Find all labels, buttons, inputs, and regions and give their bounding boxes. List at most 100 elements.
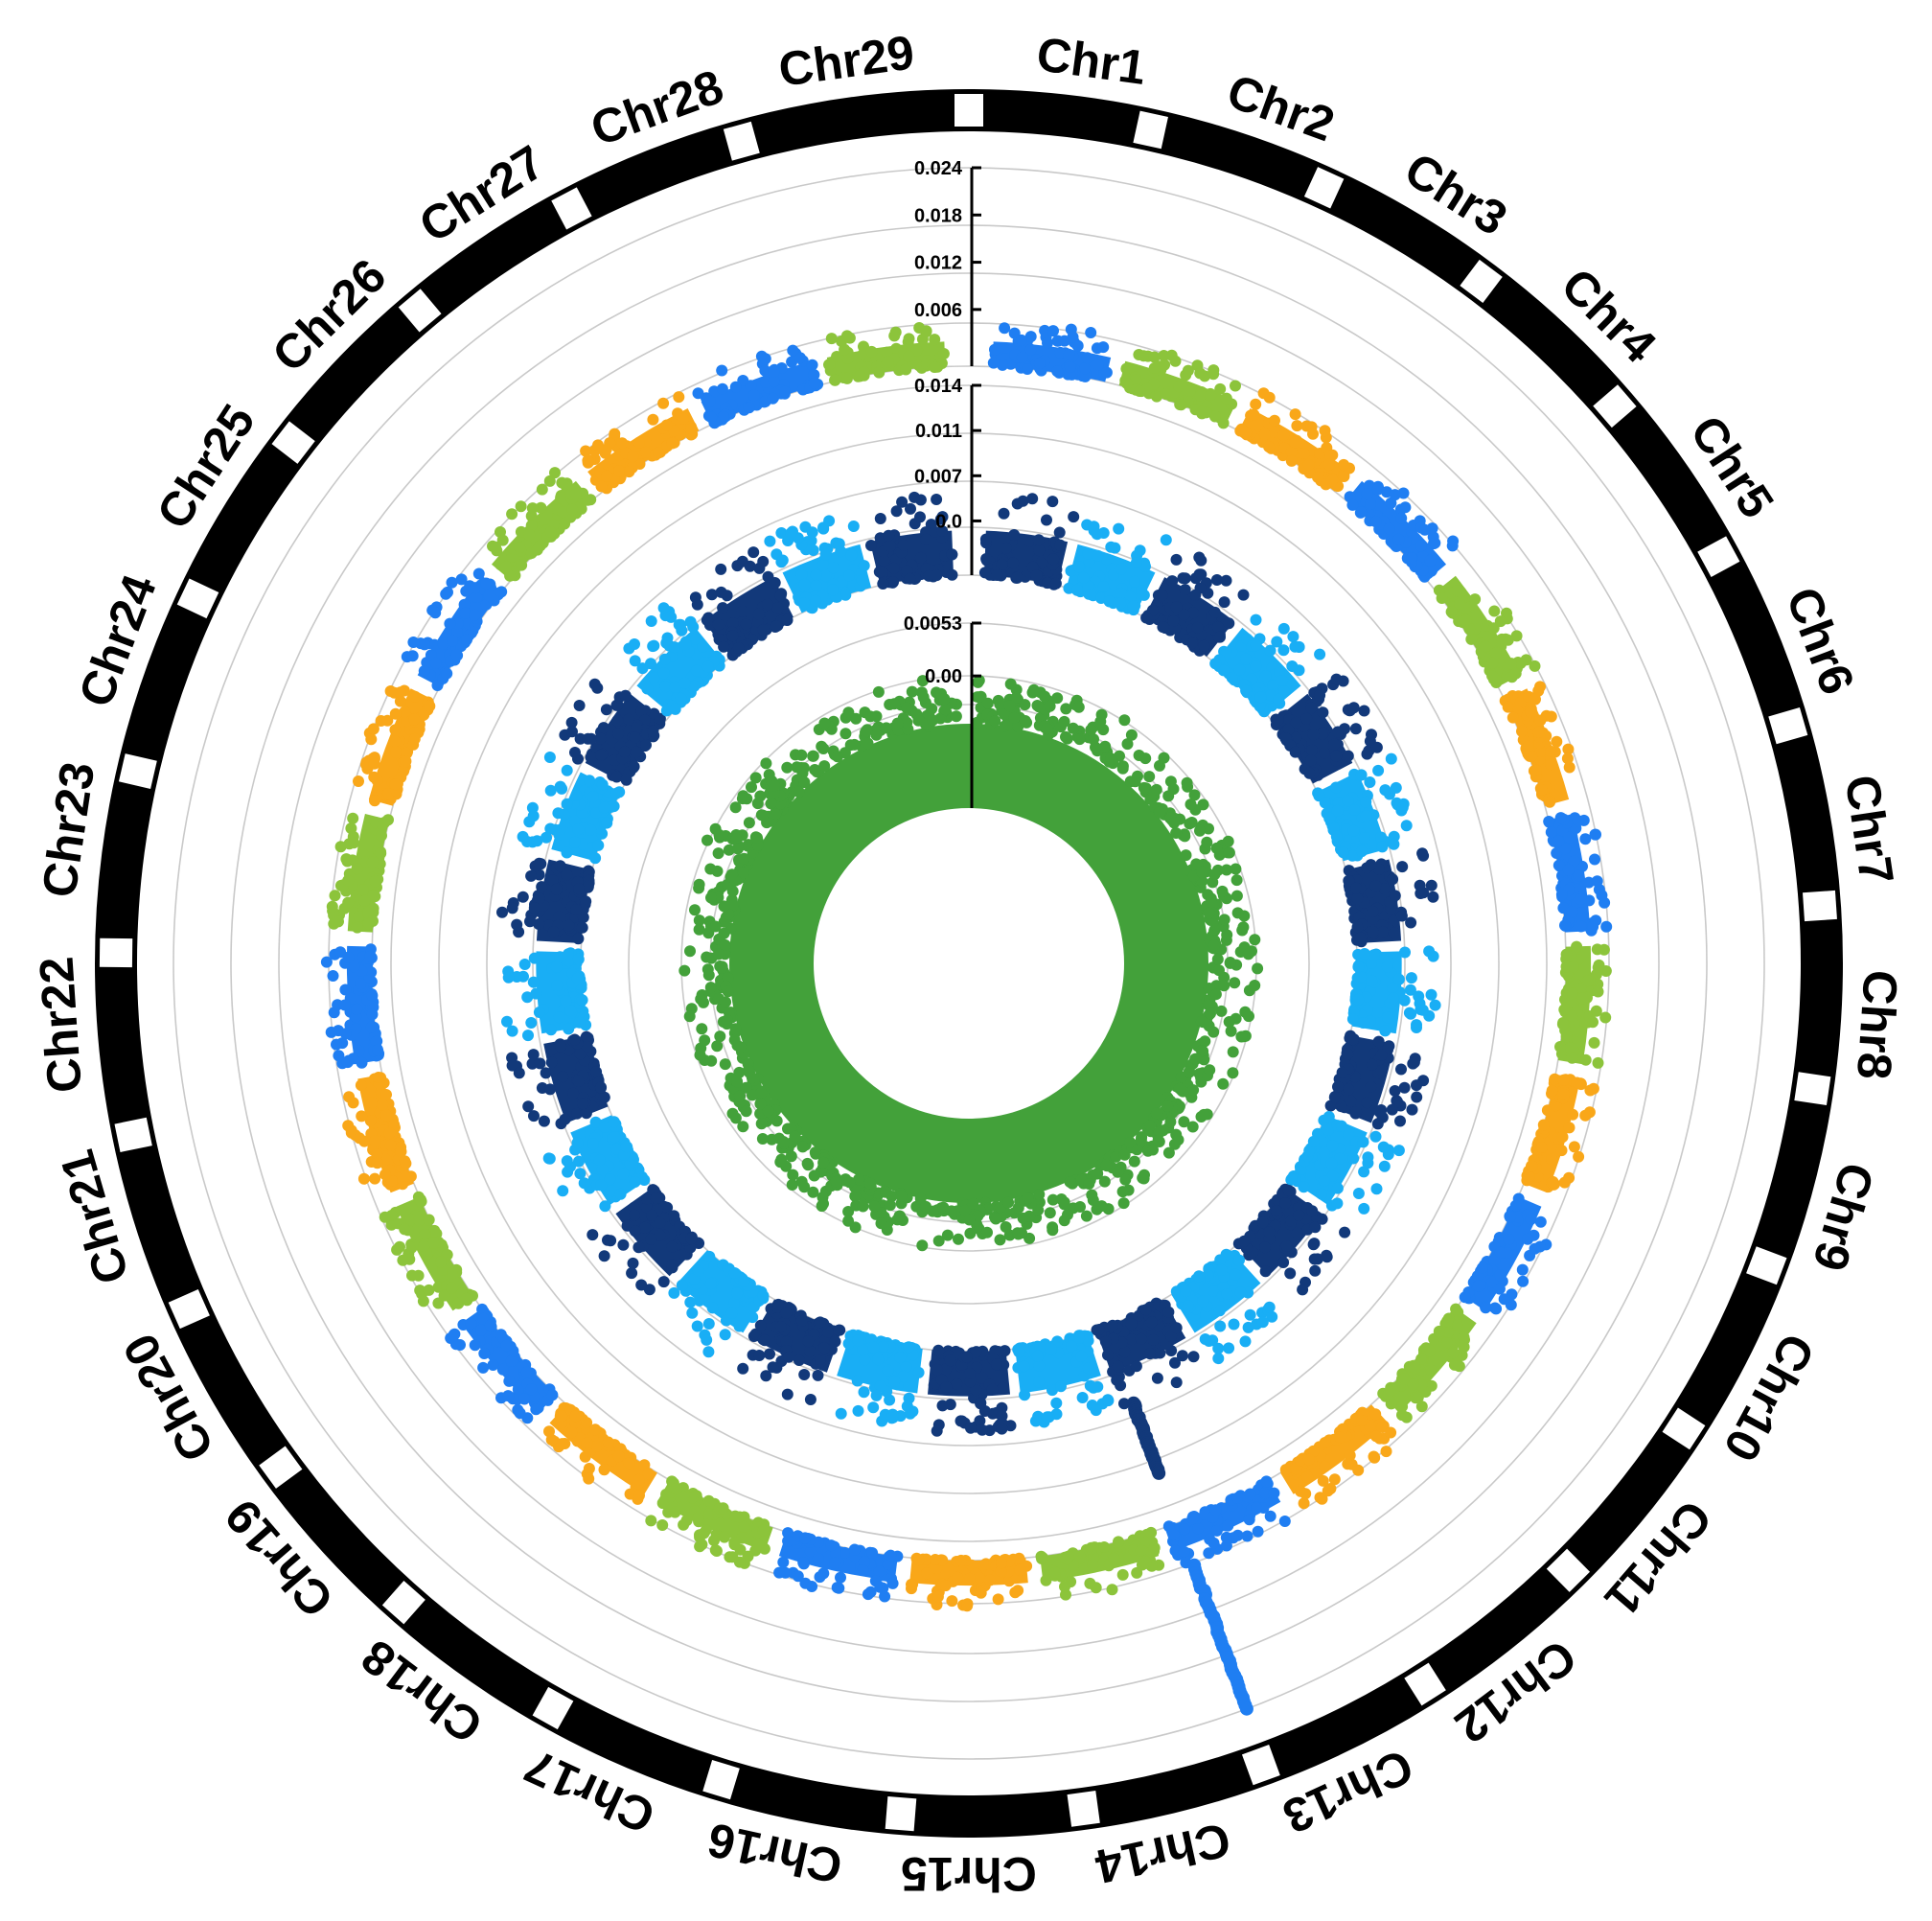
snp-point xyxy=(1531,1171,1544,1183)
snp-point xyxy=(1170,827,1183,839)
snp-point xyxy=(561,798,573,810)
snp-point xyxy=(814,1571,826,1584)
snp-point xyxy=(1058,715,1070,728)
snp-point xyxy=(1530,764,1542,776)
snp-point xyxy=(726,630,739,642)
snp-point xyxy=(1297,1284,1309,1296)
snp-point xyxy=(865,540,877,551)
snp-point xyxy=(1372,764,1385,776)
snp-point xyxy=(1588,1036,1600,1049)
snp-point xyxy=(605,1235,617,1247)
snp-point xyxy=(1158,752,1170,764)
snp-point xyxy=(533,892,545,905)
snp-point xyxy=(610,787,623,799)
snp-point xyxy=(1545,758,1557,771)
snp-point xyxy=(1063,348,1075,360)
snp-point xyxy=(961,1598,974,1610)
snp-point xyxy=(369,875,381,888)
snp-point xyxy=(1563,761,1576,774)
snp-point xyxy=(685,423,698,435)
snp-point xyxy=(678,964,691,977)
snp-point xyxy=(427,1237,440,1249)
snp-point xyxy=(1195,554,1208,567)
snp-point xyxy=(1356,1415,1368,1426)
snp-point xyxy=(1489,1302,1501,1314)
snp-point xyxy=(1387,982,1399,994)
snp-point xyxy=(1322,1485,1334,1497)
snp-point xyxy=(1558,1176,1571,1189)
snp-point xyxy=(1529,693,1541,706)
snp-point xyxy=(975,1398,987,1410)
snp-point xyxy=(729,381,742,393)
snp-point xyxy=(1405,916,1417,929)
snp-point xyxy=(1502,701,1514,713)
snp-point xyxy=(438,1289,450,1302)
snp-point xyxy=(1366,729,1377,741)
snp-point xyxy=(623,466,635,478)
snp-point xyxy=(1053,526,1066,539)
snp-point xyxy=(502,1390,515,1402)
snp-point xyxy=(688,680,701,692)
snp-point xyxy=(561,1155,573,1168)
snp-point xyxy=(553,911,564,923)
snp-point xyxy=(1371,483,1384,496)
snp-point xyxy=(418,1239,430,1252)
snp-point xyxy=(351,921,363,934)
snp-point xyxy=(759,353,771,365)
snp-point xyxy=(1565,996,1576,1008)
snp-point xyxy=(857,1344,869,1356)
snp-point xyxy=(1120,362,1133,375)
snp-point xyxy=(1243,1514,1255,1526)
snp-point xyxy=(1067,722,1079,734)
snp-point xyxy=(512,1383,524,1396)
snp-point xyxy=(348,837,360,849)
snp-point xyxy=(635,1279,648,1291)
snp-point xyxy=(429,607,442,619)
snp-point xyxy=(572,1075,585,1087)
snp-point xyxy=(1187,1351,1200,1363)
snp-point xyxy=(1046,1384,1058,1397)
snp-point xyxy=(1217,1077,1230,1090)
snp-point xyxy=(357,1172,370,1185)
snp-point xyxy=(1566,906,1578,918)
snp-point xyxy=(807,1186,819,1198)
snp-point xyxy=(1298,1497,1310,1510)
snp-point xyxy=(556,1438,568,1450)
snp-point xyxy=(1556,1018,1569,1030)
snp-point xyxy=(1330,781,1343,794)
snp-point xyxy=(544,1083,556,1096)
snp-point xyxy=(490,541,501,553)
snp-point xyxy=(469,609,481,621)
snp-point xyxy=(1055,1380,1067,1393)
snp-point xyxy=(817,743,830,754)
snp-point xyxy=(1319,425,1331,437)
snp-point xyxy=(1118,1346,1131,1358)
snp-point xyxy=(801,1157,814,1169)
snp-point xyxy=(527,810,540,822)
snp-point xyxy=(1566,987,1578,1000)
snp-point xyxy=(1271,1205,1282,1217)
snp-point xyxy=(366,856,379,868)
chromosome-marker xyxy=(259,1446,303,1489)
snp-point xyxy=(1557,1088,1570,1100)
snp-point xyxy=(546,1389,559,1401)
snp-point xyxy=(884,1199,896,1212)
snp-point xyxy=(1116,1568,1129,1581)
snp-point xyxy=(1158,350,1170,361)
snp-point xyxy=(1222,1519,1234,1532)
chromosome-marker xyxy=(1697,536,1740,577)
snp-point xyxy=(696,1539,708,1551)
snp-point xyxy=(817,1197,829,1210)
snp-point xyxy=(1178,1116,1190,1128)
snp-point xyxy=(887,576,899,589)
snp-point xyxy=(1326,1169,1339,1182)
snp-point xyxy=(808,369,820,381)
snp-point xyxy=(971,716,983,729)
snp-point xyxy=(1560,1030,1573,1042)
snp-point xyxy=(1388,838,1400,850)
snp-point xyxy=(673,391,685,404)
snp-point xyxy=(724,1551,736,1563)
snp-point xyxy=(842,1206,855,1217)
snp-point xyxy=(1131,1566,1143,1579)
snp-point xyxy=(458,598,471,611)
